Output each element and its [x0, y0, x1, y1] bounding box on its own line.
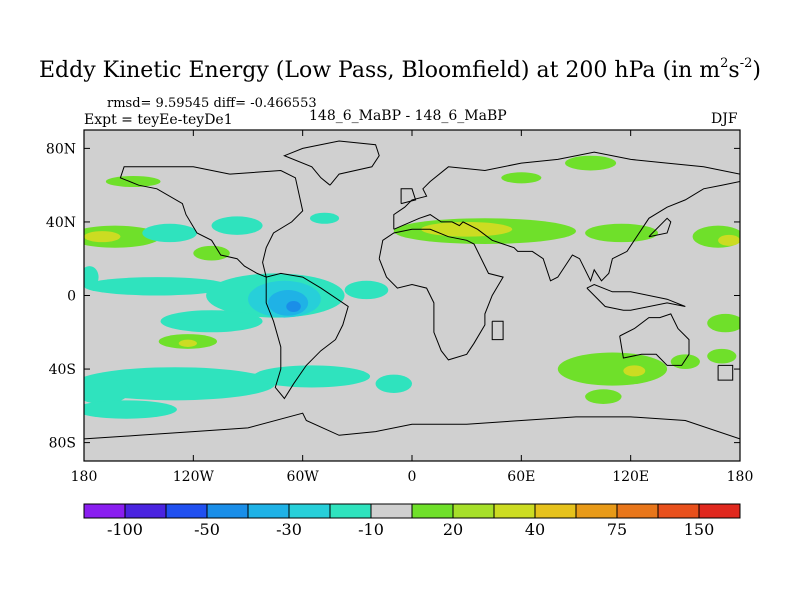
experiment-label: Expt = teyEe-teyDe1: [84, 112, 233, 128]
y-tick-label: 80S: [49, 436, 76, 452]
colorbar-box: [247, 503, 290, 519]
coastline-layer: [84, 140, 740, 440]
coastline-indonesia: [586, 283, 686, 311]
coastline-australia: [619, 313, 690, 366]
coastline-antarctica: [84, 412, 740, 440]
colorbar-box: [534, 503, 577, 519]
colorbar-box: [165, 503, 208, 519]
contour-sh-samerica-neg: [253, 365, 371, 388]
contour-trop-farwest-neg: [84, 266, 99, 289]
contour-trop-samerica-core: [268, 289, 309, 316]
colorbar-box: [493, 503, 536, 519]
colorbar-label: -10: [358, 520, 384, 539]
coastline-samerica: [265, 272, 349, 400]
coastline-namerica: [119, 166, 304, 278]
contour-sh-farwest-neg: [84, 378, 130, 404]
contour-sh-indian-core: [623, 365, 646, 377]
colorbar-box: [657, 503, 700, 519]
x-tick-label: 120E: [612, 469, 649, 485]
colorbar-box: [288, 503, 331, 519]
colorbar-box: [698, 503, 741, 519]
contour-nh-atlantic-neg: [309, 212, 340, 224]
contour-arctic-pos-2: [501, 172, 542, 184]
coastline-uk: [400, 188, 417, 205]
contour-sh-southpole-neg: [84, 400, 177, 419]
colorbar-label: -100: [107, 520, 143, 539]
contour-arctic-pos-3: [565, 155, 617, 171]
colorbar-label: -30: [276, 520, 302, 539]
contour-nh-pacific-band: [84, 225, 161, 248]
coastline-madagascar: [491, 320, 504, 341]
colorbar-box: [452, 503, 495, 519]
x-tick-label: 180: [71, 469, 98, 485]
coastline-africa: [378, 228, 504, 361]
coastline-japan: [648, 217, 672, 238]
contour-trop-atlantic-neg: [344, 280, 389, 300]
plot-background: [84, 130, 740, 461]
season-label: DJF: [711, 111, 738, 127]
contour-trop-eastpac-neg: [160, 310, 263, 333]
contour-layer: [84, 155, 740, 419]
contour-nh-dateline-core: [718, 234, 740, 246]
contour-sh-atlantic-neg: [375, 374, 412, 393]
coastline-greenland: [283, 140, 380, 186]
colorbar-box: [83, 503, 126, 519]
colorbar-box: [329, 503, 372, 519]
y-tick-label: 40N: [46, 215, 76, 231]
contour-nh-pacific-neg: [142, 223, 197, 243]
x-tick-label: 0: [408, 469, 417, 485]
rmsd-diff-label: rmsd= 9.59545 diff= -0.466553: [107, 96, 317, 111]
colorbar-box: [616, 503, 659, 519]
case-label: 148_6_MaBP - 148_6_MaBP: [309, 108, 507, 124]
colorbar-label: 150: [684, 520, 715, 539]
x-tick-label: 180: [727, 469, 754, 485]
x-tick-label: 60W: [287, 469, 320, 485]
colorbar-box: [206, 503, 249, 519]
contour-sh-pacific-neg: [84, 367, 276, 401]
colorbar-box: [575, 503, 618, 519]
colorbar-label: -50: [194, 520, 220, 539]
contour-nh-namerica-neg: [211, 216, 263, 235]
contour-nh-pacific-core: [84, 231, 121, 243]
contour-nh-eurasia-core: [421, 221, 513, 237]
contour-nh-plains-pos: [193, 245, 230, 261]
y-tick-label: 0: [67, 289, 76, 305]
coastline-newzealand: [717, 364, 734, 381]
x-tick-label: 60E: [507, 469, 535, 485]
contour-trop-pacific-neg: [84, 277, 230, 296]
y-tick-label: 40S: [49, 362, 76, 378]
contour-sh-indian-pos-2: [670, 354, 700, 370]
colorbar-label: 40: [525, 520, 545, 539]
coastline-eurasia: [393, 151, 740, 283]
y-tick-label: 80N: [46, 141, 76, 157]
contour-trop-eastpac-pos-core: [178, 339, 197, 347]
chart-title: Eddy Kinetic Energy (Low Pass, Bloomfiel…: [39, 56, 761, 83]
x-tick-label: 120W: [173, 469, 215, 485]
colorbar-box: [370, 503, 413, 519]
colorbar-box: [411, 503, 454, 519]
contour-nh-westpac-band: [585, 223, 658, 243]
contour-sh-indian-pos: [557, 352, 668, 386]
colorbar-label: 75: [607, 520, 627, 539]
contour-sh-cape-pos: [585, 389, 622, 404]
contour-sh-eastpac-pos: [707, 313, 740, 333]
colorbar-label: 20: [443, 520, 463, 539]
contour-sh-dateline-pos: [707, 348, 737, 364]
contour-arctic-pos-1: [105, 175, 161, 188]
colorbar-box: [124, 503, 167, 519]
contour-trop-samerica-min: [286, 301, 301, 313]
